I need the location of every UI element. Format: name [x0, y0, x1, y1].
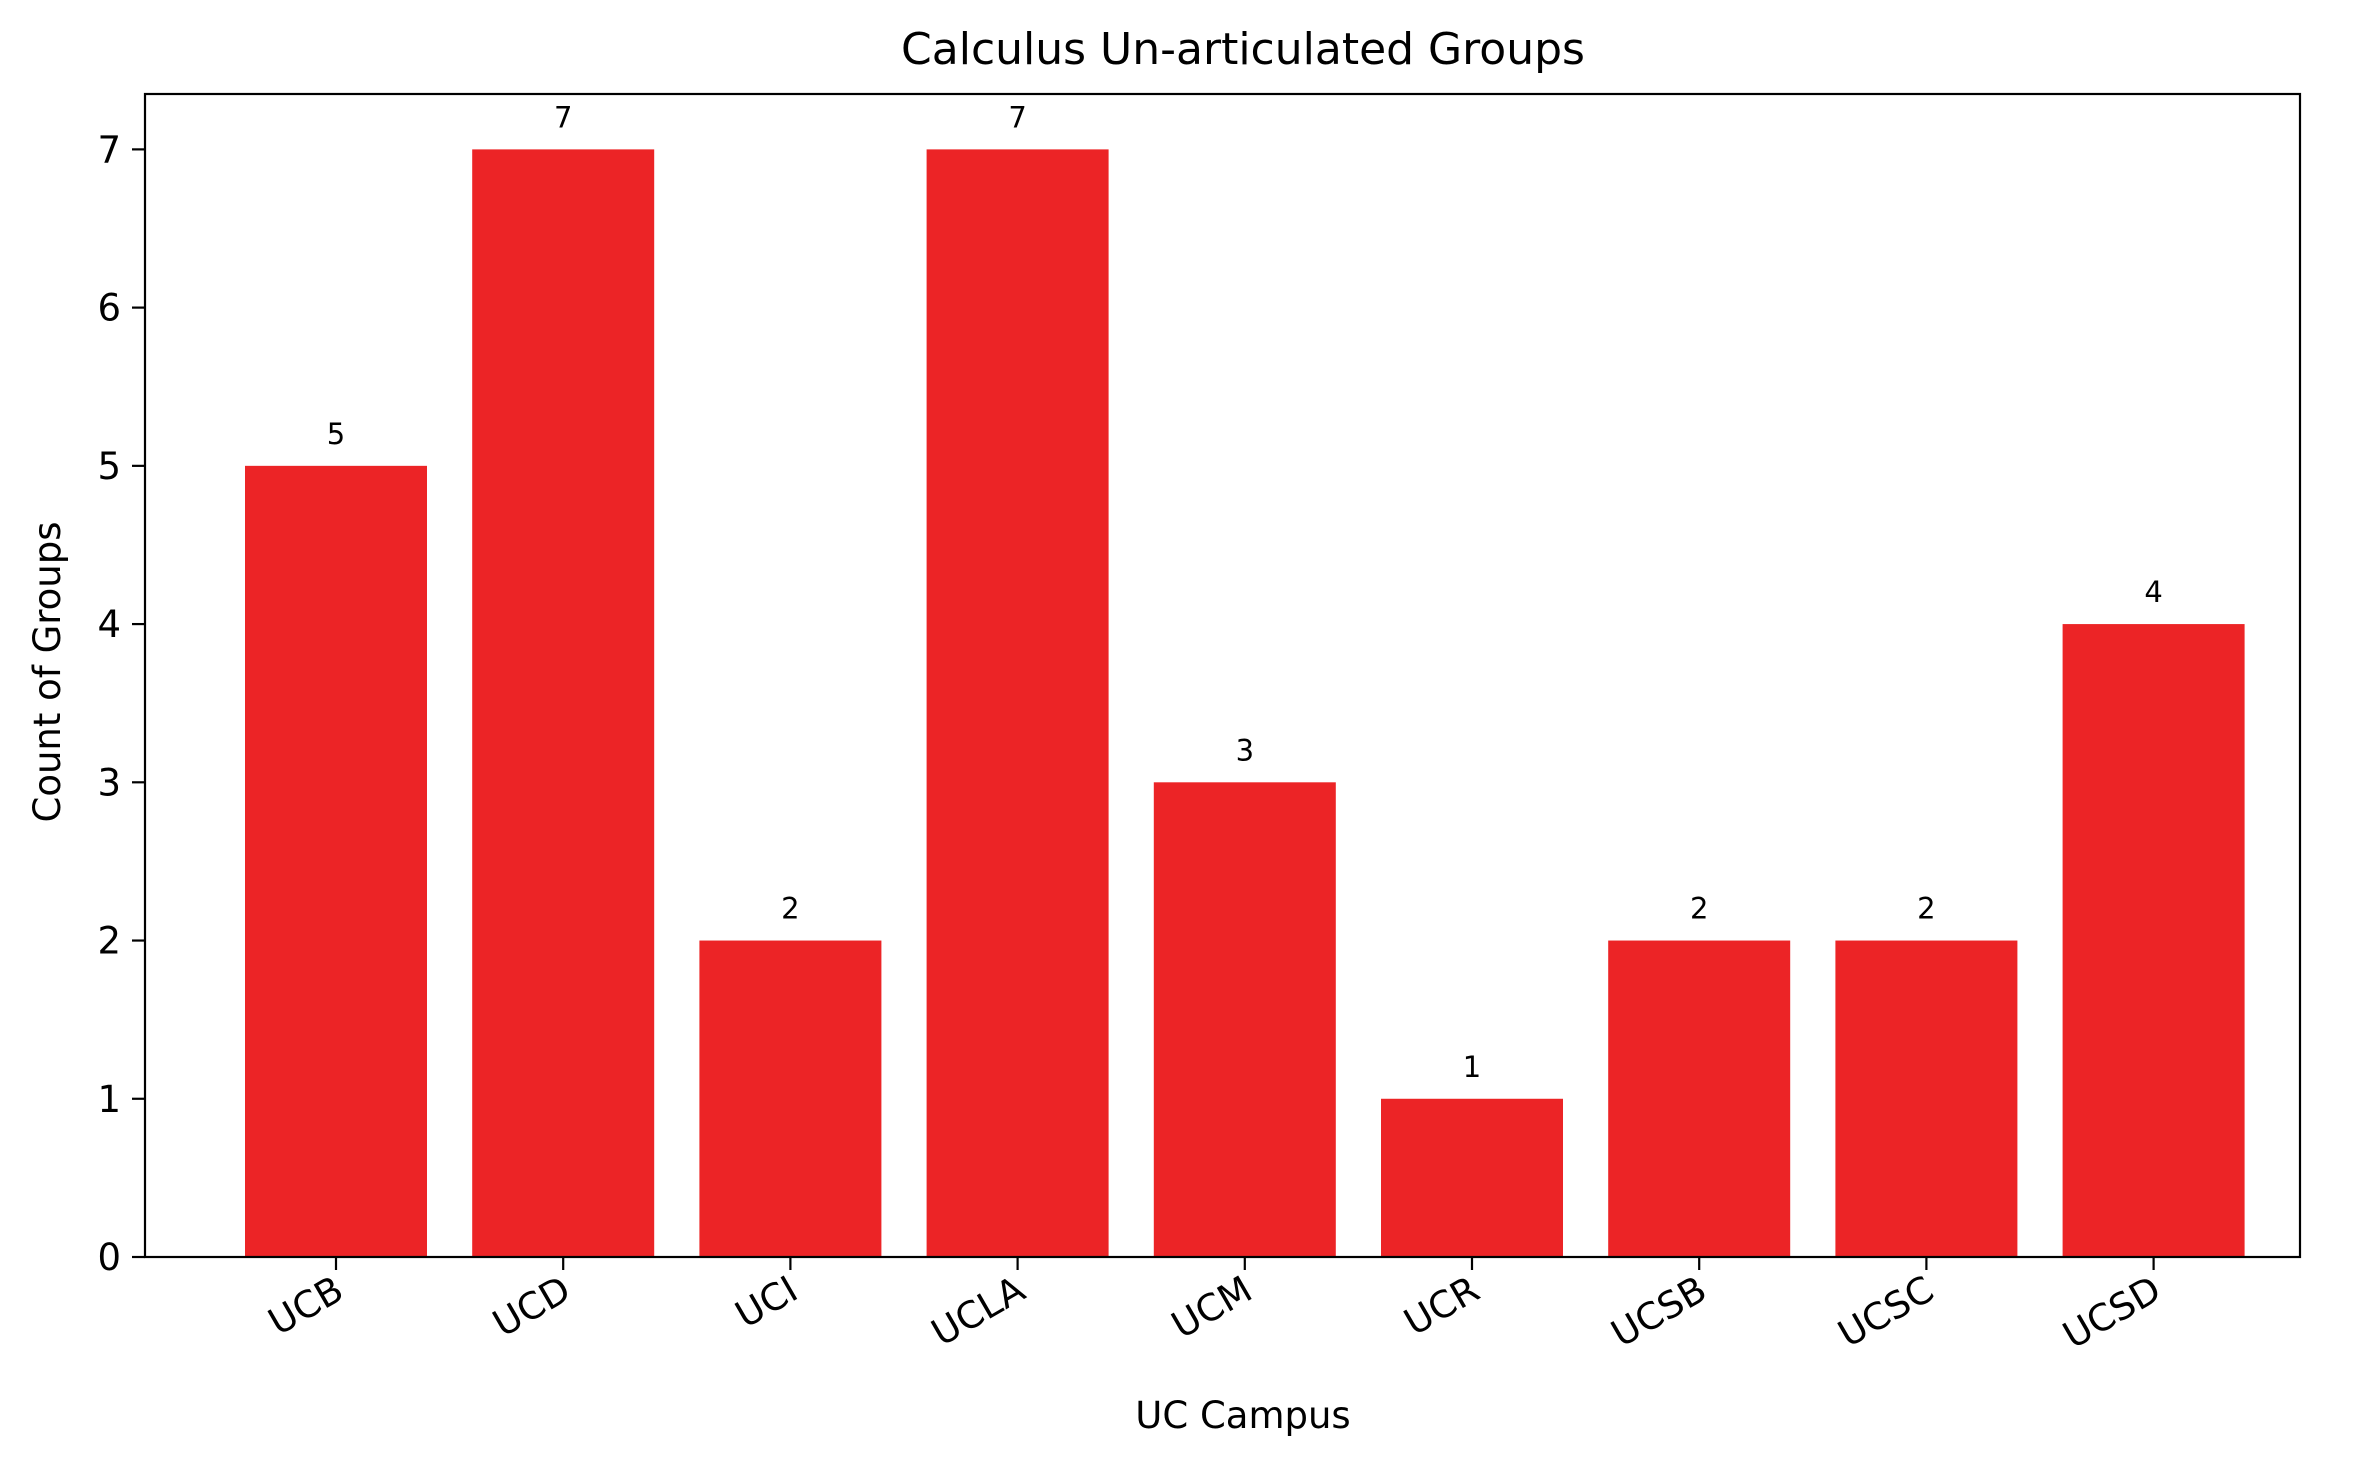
- y-tick-label-6: 6: [97, 287, 121, 330]
- data-label-uci: 2: [781, 892, 799, 926]
- y-tick-label-2: 2: [97, 920, 121, 963]
- bar-ucm: [1153, 782, 1336, 1257]
- bar-ucla: [926, 149, 1109, 1257]
- x-tick-label-ucsd: UCSD: [2056, 1268, 2168, 1358]
- bars-layer: [245, 149, 2245, 1258]
- data-label-ucsc: 2: [1917, 892, 1935, 926]
- x-tick-label-ucb: UCB: [261, 1268, 350, 1344]
- x-axis-ticks: UCB UCD UCI UCLA UCM UCR UCSB UCSC UCSD: [261, 1257, 2168, 1357]
- chart-title: Calculus Un-articulated Groups: [901, 24, 1585, 75]
- data-label-ucm: 3: [1236, 733, 1254, 767]
- data-label-ucsd: 4: [2144, 575, 2162, 609]
- y-tick-label-3: 3: [97, 761, 121, 804]
- x-tick-label-ucsc: UCSC: [1831, 1268, 1941, 1356]
- data-label-ucsb: 2: [1690, 892, 1708, 926]
- x-tick-label-ucm: UCM: [1164, 1268, 1259, 1348]
- bar-ucsd: [2062, 624, 2245, 1257]
- x-tick-label-ucsb: UCSB: [1604, 1268, 1714, 1356]
- bar-ucsb: [1608, 940, 1791, 1257]
- x-axis-label: UC Campus: [1135, 1394, 1350, 1437]
- data-label-ucr: 1: [1463, 1050, 1481, 1084]
- y-tick-label-5: 5: [97, 445, 121, 488]
- y-tick-label-0: 0: [97, 1236, 121, 1279]
- x-tick-label-ucr: UCR: [1397, 1268, 1487, 1345]
- y-tick-label-4: 4: [97, 603, 121, 646]
- y-tick-label-7: 7: [97, 128, 121, 171]
- x-tick-label-ucla: UCLA: [924, 1268, 1032, 1355]
- data-label-ucb: 5: [327, 417, 345, 451]
- axes-frame: [143, 92, 2302, 1259]
- y-axis-ticks: 0 1 2 3 4 5 6 7: [97, 128, 145, 1279]
- bar-ucsc: [1835, 940, 2018, 1257]
- x-tick-label-ucd: UCD: [486, 1268, 578, 1346]
- bar-ucd: [472, 149, 655, 1257]
- y-tick-label-1: 1: [97, 1078, 121, 1121]
- bar-uci: [699, 940, 882, 1257]
- bar-ucr: [1381, 1098, 1563, 1257]
- x-tick-label-uci: UCI: [728, 1268, 805, 1337]
- y-axis-label: Count of Groups: [26, 522, 69, 823]
- bar-ucb: [245, 465, 427, 1258]
- data-labels-layer: 5 7 2 7 3 1 2 2 4: [327, 100, 2163, 1083]
- data-label-ucd: 7: [554, 100, 572, 134]
- data-label-ucla: 7: [1008, 100, 1026, 134]
